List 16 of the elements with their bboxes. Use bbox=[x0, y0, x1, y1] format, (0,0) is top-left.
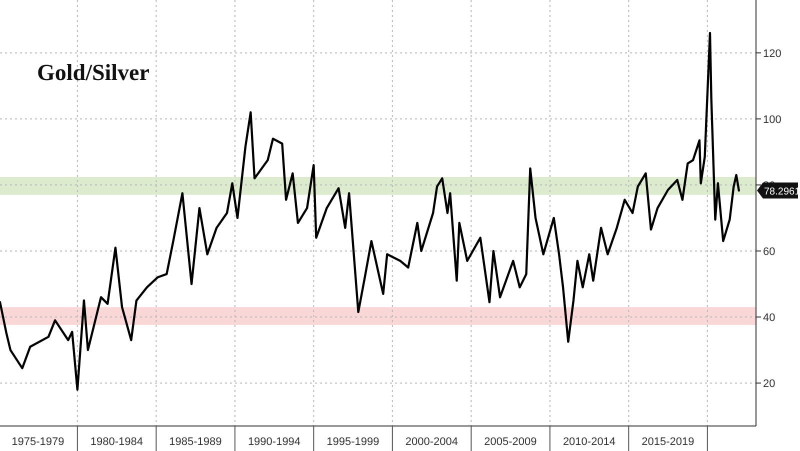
x-tick-label: 1980-1984 bbox=[90, 436, 144, 448]
line-series bbox=[0, 32, 740, 391]
x-tick-label: 2010-2014 bbox=[562, 436, 616, 448]
text: Gold/Silver bbox=[37, 60, 150, 85]
x-tick-label: 1975-1979 bbox=[12, 436, 64, 448]
x-tick-label: 1995-1999 bbox=[326, 436, 380, 448]
y-tick-label: 40 bbox=[763, 312, 776, 324]
x-tick-label: 1990-1994 bbox=[248, 436, 301, 448]
y-tick-label: 120 bbox=[763, 48, 782, 60]
x-tick-label: 2015-2019 bbox=[642, 436, 694, 448]
x-tick-label: 1985-1989 bbox=[169, 436, 222, 448]
y-tick-label: 100 bbox=[763, 114, 782, 126]
x-tick-label: 2000-2004 bbox=[405, 436, 458, 448]
y-tick-label: 20 bbox=[763, 378, 776, 390]
y-tick-label: 60 bbox=[763, 246, 776, 258]
x-tick-label: 2005-2009 bbox=[484, 436, 537, 448]
